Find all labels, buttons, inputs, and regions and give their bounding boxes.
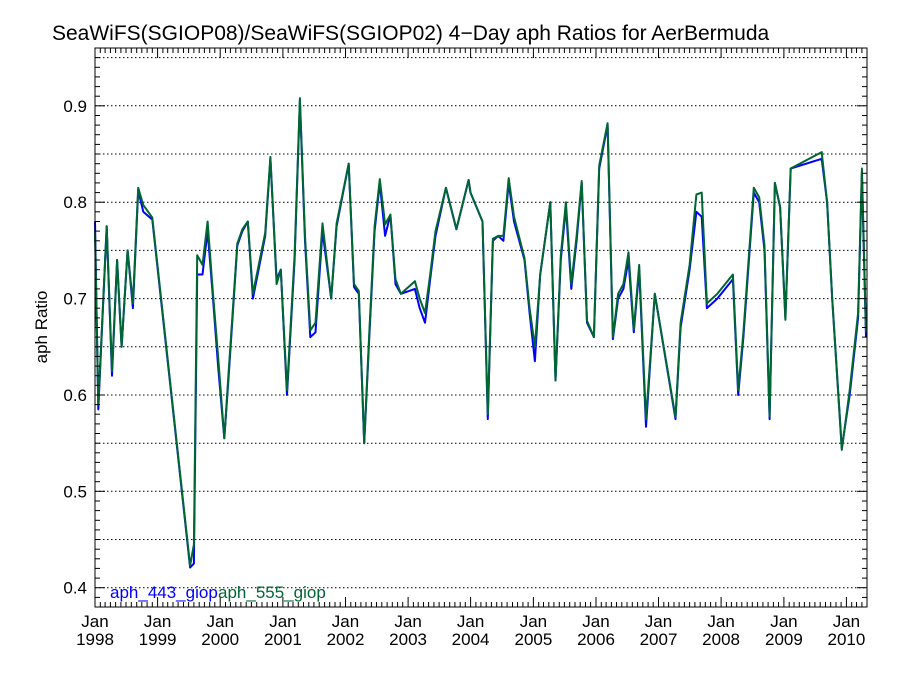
x-tick-label-year: 2000 xyxy=(201,630,239,649)
y-axis-label: aph Ratio xyxy=(32,291,51,364)
x-tick-label-month: Jan xyxy=(81,612,108,631)
x-tick-label-year: 2005 xyxy=(514,630,552,649)
x-tick-label-month: Jan xyxy=(833,612,860,631)
series-line xyxy=(94,97,867,567)
legend-entry: aph_555_giop xyxy=(218,583,326,602)
legend: aph_443_giop aph_555_giop xyxy=(110,583,326,602)
x-tick-label-month: Jan xyxy=(582,612,609,631)
x-tick-label-month: Jan xyxy=(770,612,797,631)
x-tick-label-year: 1998 xyxy=(76,630,114,649)
y-tick-label: 0.7 xyxy=(63,290,87,309)
x-tick-label-year: 2003 xyxy=(389,630,427,649)
x-tick-label-month: Jan xyxy=(332,612,359,631)
y-tick-label: 0.8 xyxy=(63,193,87,212)
x-tick-label-year: 1999 xyxy=(139,630,177,649)
x-tick-label-year: 2001 xyxy=(264,630,302,649)
y-tick-label: 0.6 xyxy=(63,386,87,405)
x-tick-label-year: 2007 xyxy=(640,630,678,649)
y-tick-label: 0.4 xyxy=(63,579,87,598)
x-tick-label-year: 2004 xyxy=(452,630,490,649)
series-line xyxy=(94,100,867,569)
x-tick-label-month: Jan xyxy=(269,612,296,631)
x-tick-label-year: 2010 xyxy=(827,630,865,649)
x-tick-label-year: 2006 xyxy=(577,630,615,649)
y-tick-label: 0.5 xyxy=(63,482,87,501)
x-tick-label-year: 2009 xyxy=(765,630,803,649)
grid-lines xyxy=(95,57,867,589)
x-tick-label-month: Jan xyxy=(394,612,421,631)
x-tick-label-month: Jan xyxy=(645,612,672,631)
axis-ticks xyxy=(94,47,868,608)
x-tick-label-month: Jan xyxy=(206,612,233,631)
chart-title: SeaWiFS(SGIOP08)/SeaWiFS(SGIOP02) 4−Day … xyxy=(52,22,770,45)
plot-frame xyxy=(94,47,868,608)
x-tick-label-month: Jan xyxy=(457,612,484,631)
x-tick-label-month: Jan xyxy=(144,612,171,631)
legend-entry: aph_443_giop xyxy=(110,583,218,602)
y-tick-label: 0.9 xyxy=(63,97,87,116)
x-tick-label-month: Jan xyxy=(707,612,734,631)
x-tick-label-year: 2002 xyxy=(327,630,365,649)
tick-labels: 0.40.50.60.70.80.9Jan1998Jan1999Jan2000J… xyxy=(63,97,865,649)
x-tick-label-month: Jan xyxy=(520,612,547,631)
series-lines xyxy=(94,97,867,569)
x-tick-label-year: 2008 xyxy=(702,630,740,649)
